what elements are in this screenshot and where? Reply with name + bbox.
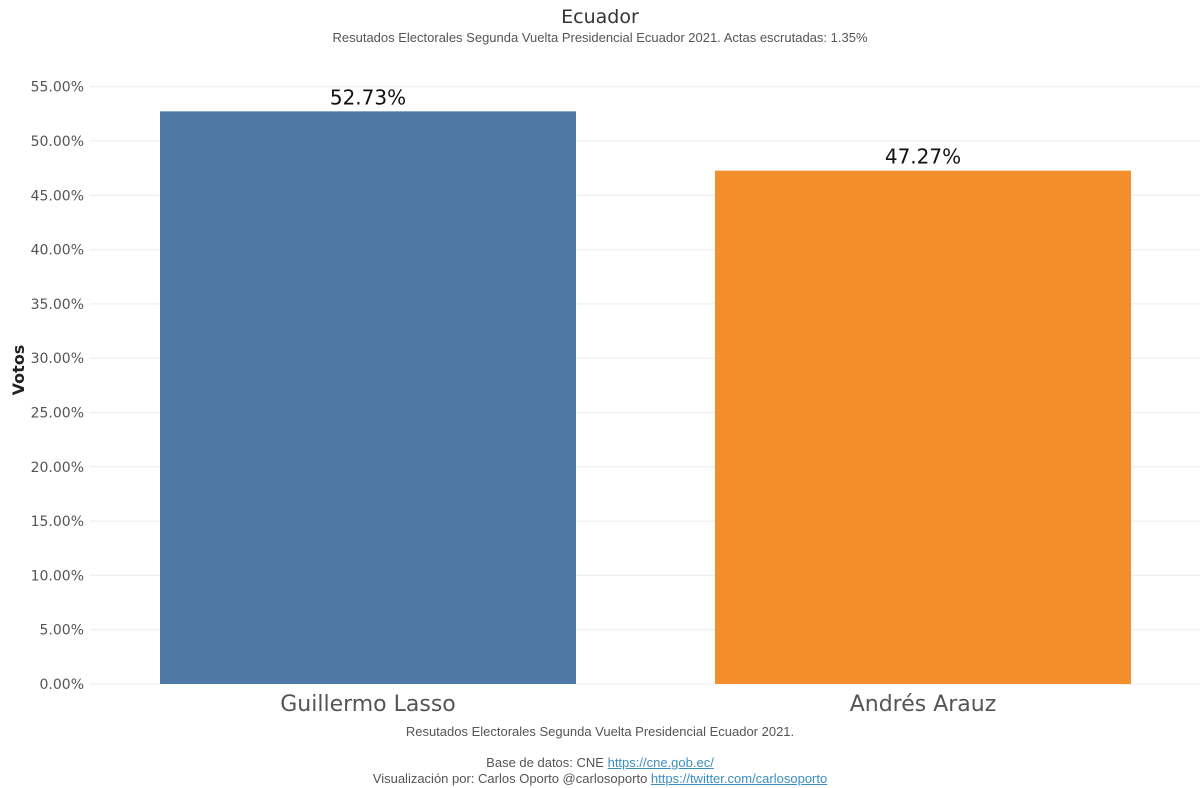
y-tick-label: 25.00% [31, 406, 84, 422]
y-axis-title: Votos [9, 345, 28, 396]
y-tick-label: 35.00% [31, 297, 84, 313]
data-label: 52.73% [330, 85, 406, 109]
chart-title: Ecuador [561, 6, 639, 28]
y-tick-label: 55.00% [31, 80, 84, 96]
caption-line-3: Visualización por: Carlos Oporto @carlos… [0, 771, 1200, 786]
y-tick-label: 20.00% [31, 460, 84, 476]
data-label: 47.27% [885, 145, 961, 169]
twitter-link[interactable]: https://twitter.com/carlosoporto [650, 771, 828, 786]
bars [160, 111, 1131, 685]
bar-2 [715, 170, 1131, 684]
data-labels: 52.73% 47.27% [330, 85, 961, 168]
y-tick-label: 10.00% [31, 568, 84, 584]
caption-source-text: Base de datos: CNE [486, 755, 604, 770]
y-tick-label: 0.00% [40, 677, 84, 693]
y-tick-label: 45.00% [31, 188, 84, 204]
bar-1 [160, 111, 576, 685]
y-tick-label: 50.00% [31, 134, 84, 150]
y-tick-label: 5.00% [40, 623, 84, 639]
x-axis-categories: Guillermo Lasso Andrés Arauz [280, 692, 996, 717]
y-tick-label: 40.00% [31, 243, 84, 259]
caption-line-2: Base de datos: CNE https://cne.gob.ec/ [0, 755, 1200, 770]
cne-link[interactable]: https://cne.gob.ec/ [607, 755, 714, 770]
x-category-label: Andrés Arauz [850, 692, 997, 717]
caption-author-text: Visualización por: Carlos Oporto @carlos… [372, 771, 648, 786]
x-category-label: Guillermo Lasso [280, 692, 456, 717]
caption-line-1: Resutados Electorales Segunda Vuelta Pre… [405, 724, 795, 739]
y-tick-label: 30.00% [31, 351, 84, 367]
chart-subtitle: Resutados Electorales Segunda Vuelta Pre… [332, 30, 868, 45]
y-tick-label: 15.00% [31, 514, 84, 530]
y-axis-ticks: 0.00% 5.00% 10.00% 15.00% 20.00% 25.00% 30.00%… [31, 80, 84, 693]
